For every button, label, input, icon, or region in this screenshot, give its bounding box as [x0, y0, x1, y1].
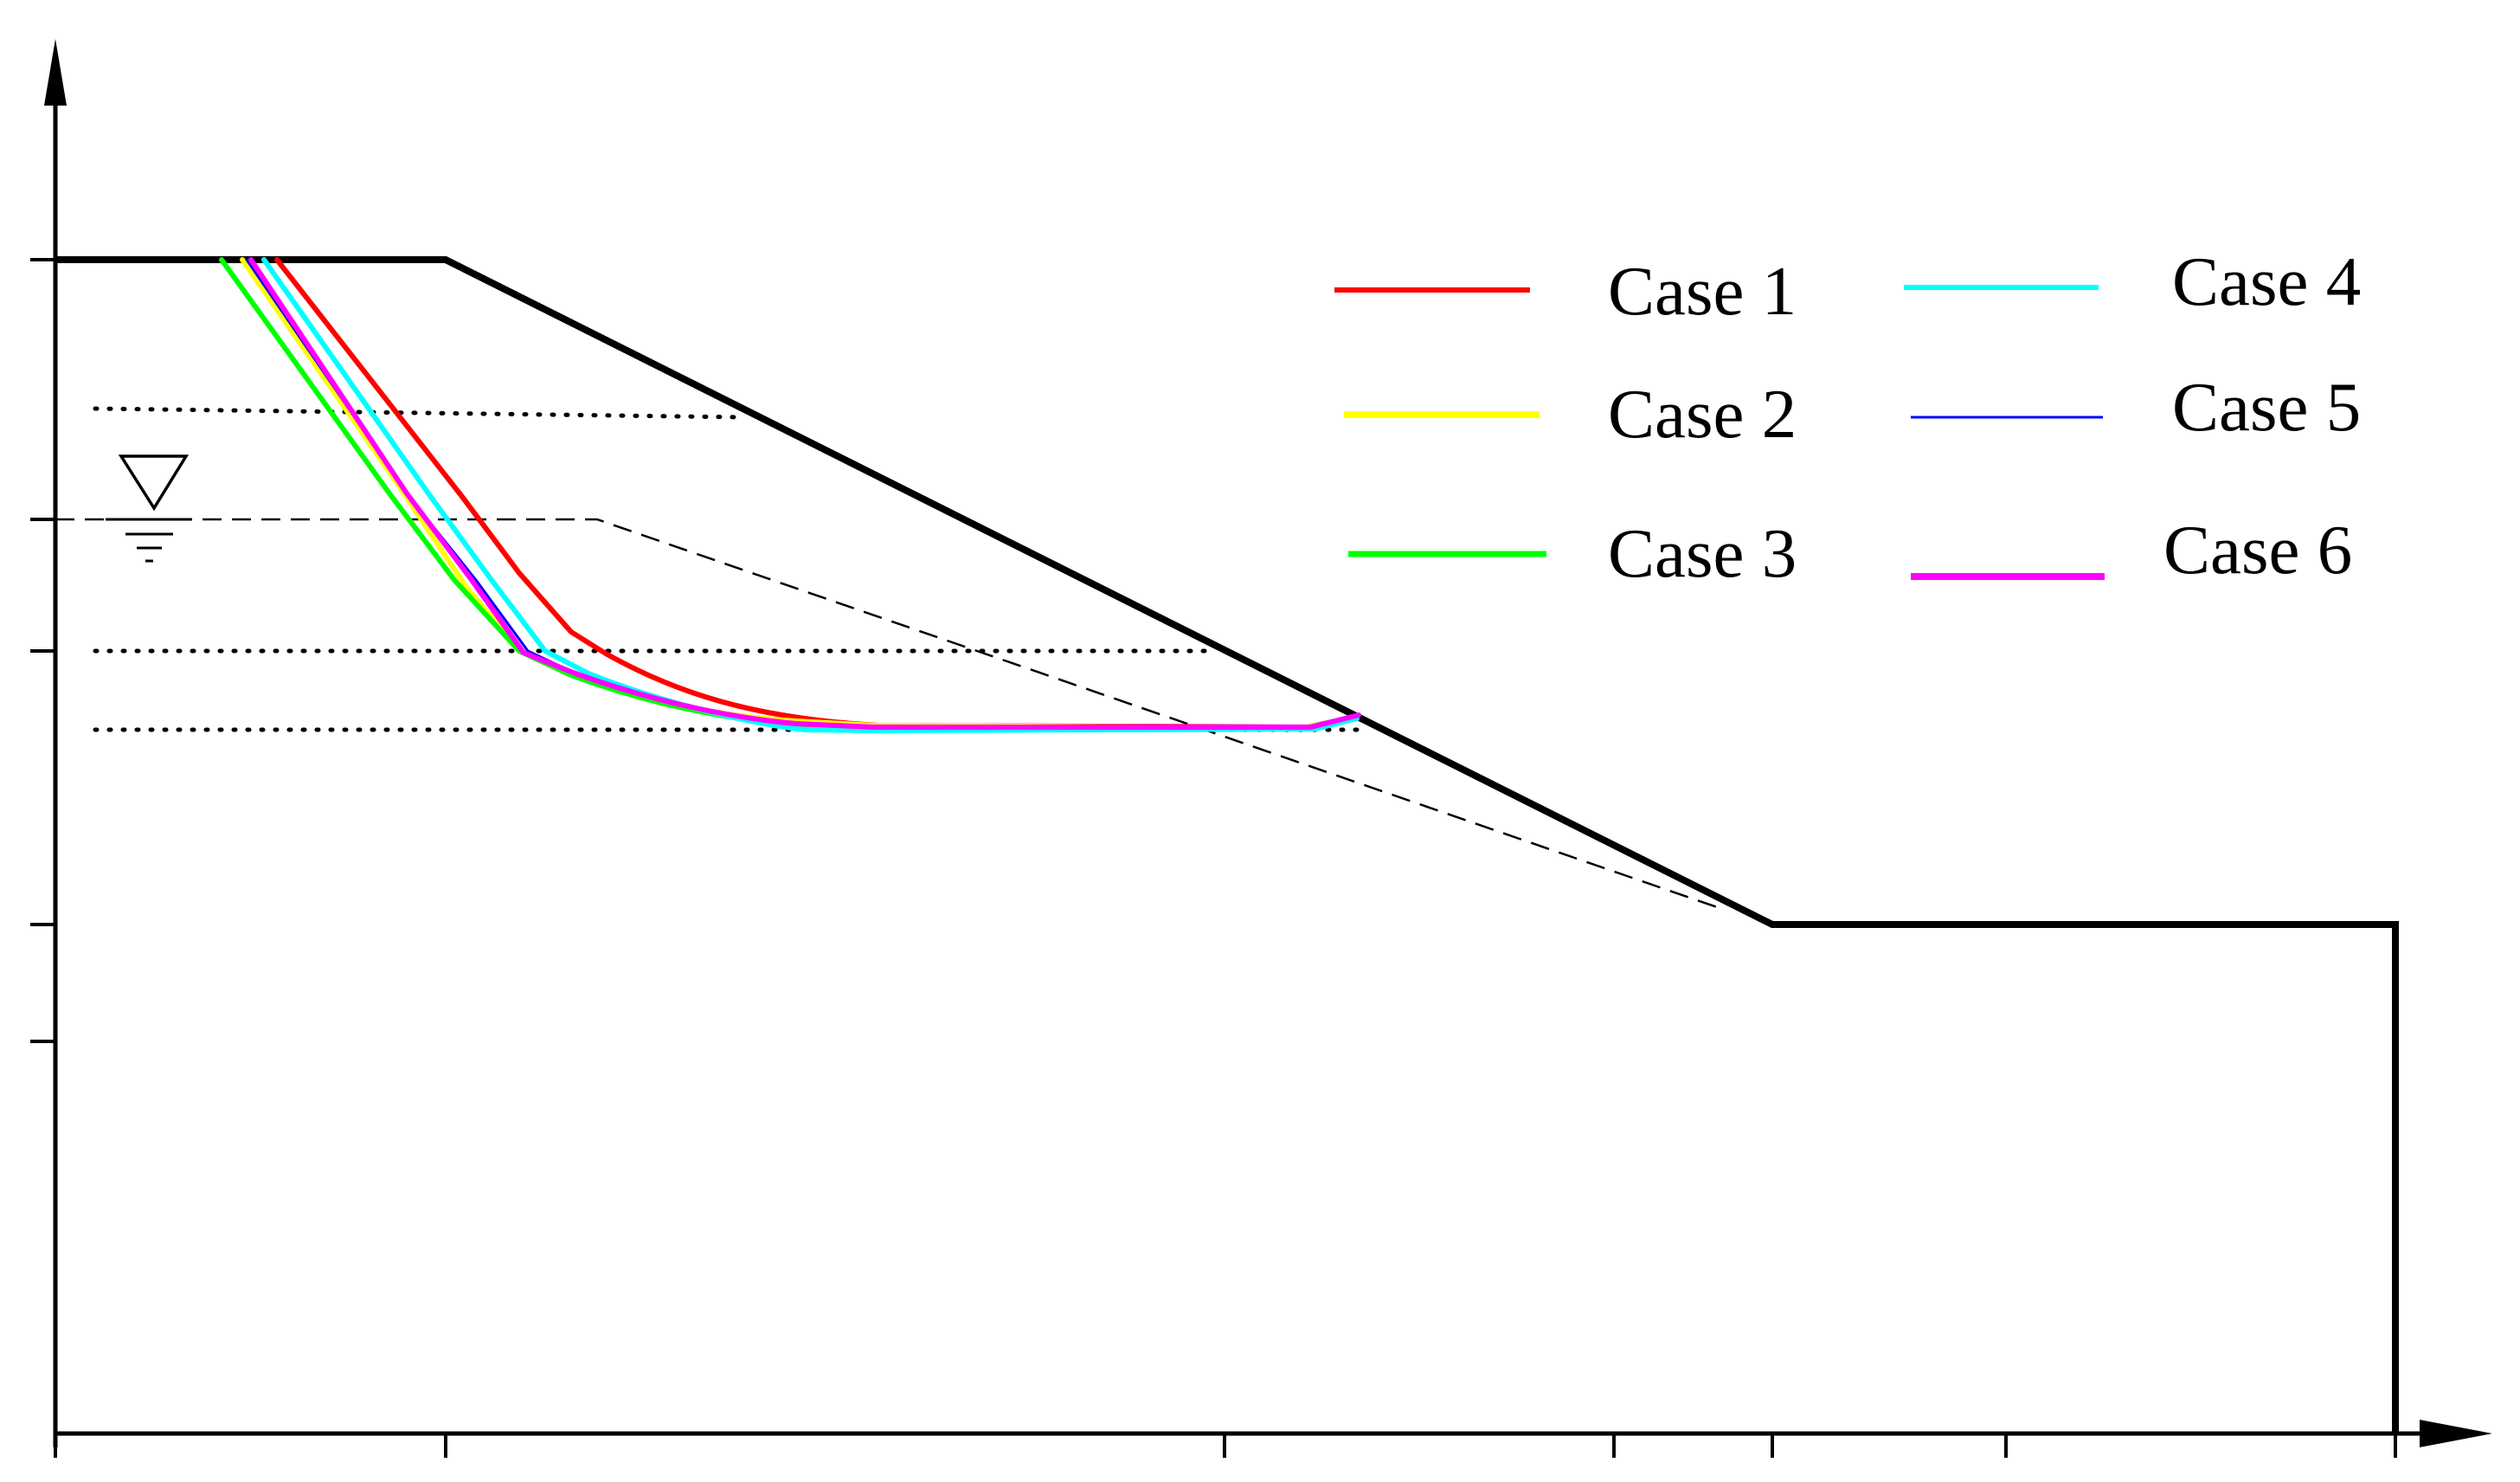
layer-boundaries — [93, 406, 1366, 732]
slip-surface-case-1 — [274, 257, 1360, 730]
water-table-line — [55, 518, 1723, 911]
axes — [53, 82, 2423, 1447]
water-level-triangle-icon — [118, 454, 190, 512]
layer-boundary — [93, 406, 747, 420]
slip-surfaces — [219, 257, 1361, 733]
legend-label-case-3: Case 3 — [1608, 514, 1797, 592]
slip-surface-case-4 — [261, 257, 1360, 733]
water-level-symbol — [106, 454, 192, 563]
legend-label-case-1: Case 1 — [1608, 252, 1797, 330]
legend-label-case-5: Case 5 — [2172, 368, 2361, 446]
x-axis-arrow-icon — [2420, 1420, 2492, 1447]
y-axis-ticks — [30, 258, 55, 1043]
y-axis-arrow-icon — [44, 39, 67, 106]
legend-label-case-4: Case 4 — [2172, 242, 2361, 320]
legend-label-case-6: Case 6 — [2163, 511, 2352, 589]
legend: Case 1 Case 2 Case 3 Case 4 Case 5 Case … — [1334, 242, 2361, 592]
slip-surface-case-6 — [248, 257, 1361, 730]
legend-label-case-2: Case 2 — [1608, 375, 1797, 453]
slip-surface-case-3 — [219, 257, 1348, 731]
x-axis-ticks — [54, 1434, 2397, 1458]
slip-surface-case-5 — [245, 258, 1356, 729]
ground-surface-profile — [55, 256, 2399, 1434]
